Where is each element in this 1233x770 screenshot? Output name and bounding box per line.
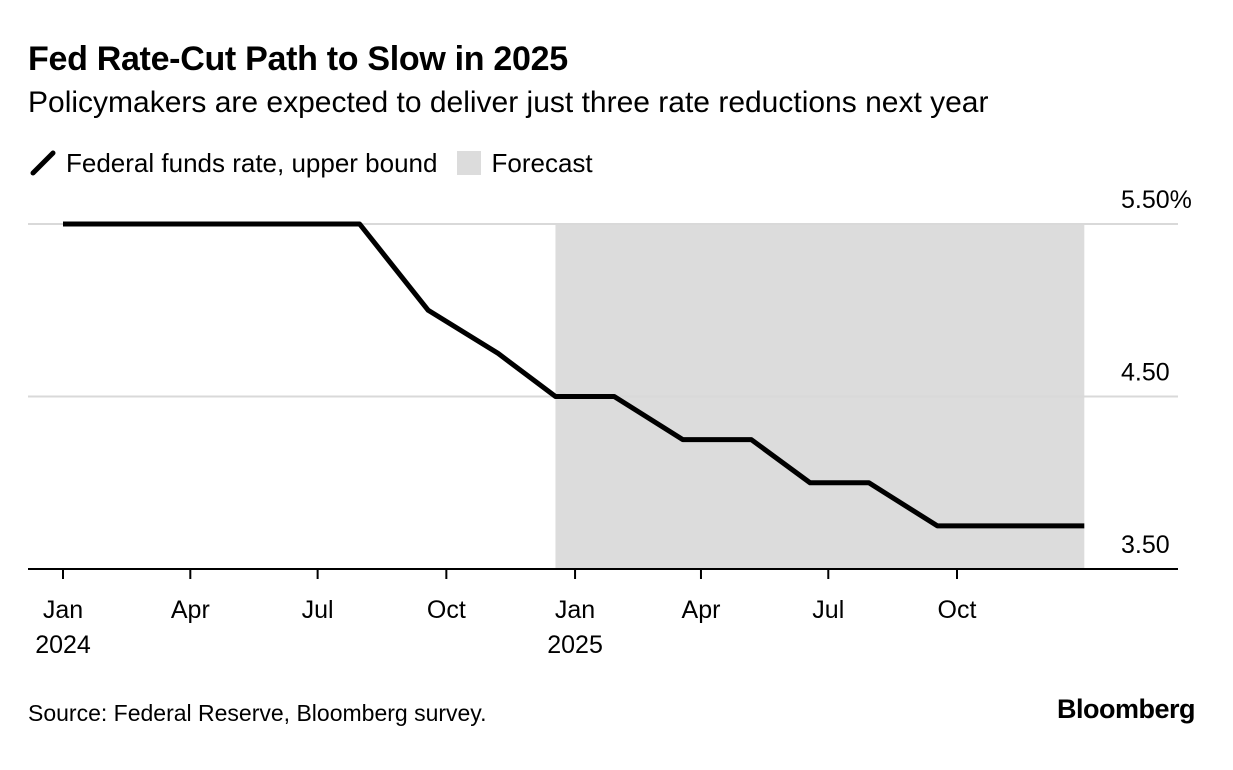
legend-forecast-swatch-icon (457, 151, 482, 175)
legend-label-fed-funds: Federal funds rate, upper bound (66, 147, 438, 178)
y-tick-label-0: 5.50% (1121, 186, 1192, 214)
legend: Federal funds rate, upper bound Forecast (28, 146, 613, 180)
x-tick-label-6: Jul (812, 596, 844, 624)
x-tick-label-0: Jan (43, 596, 83, 624)
x-tick-label-3: Oct (427, 596, 466, 624)
source-note: Source: Federal Reserve, Bloomberg surve… (28, 700, 487, 726)
x-tick-label-4: Jan (555, 596, 595, 624)
x-tick-year-4: 2025 (547, 631, 603, 659)
series-line-0 (63, 221, 1085, 529)
legend-label-forecast: Forecast (491, 147, 593, 178)
chart-title: Fed Rate-Cut Path to Slow in 2025 (28, 40, 568, 78)
legend-item-forecast: Forecast (457, 147, 593, 179)
chart-subtitle: Policymakers are expected to deliver jus… (28, 86, 989, 119)
legend-item-fed-funds: Federal funds rate, upper bound (28, 148, 437, 179)
bloomberg-logo: Bloomberg (1056, 694, 1196, 724)
y-tick-label-2: 3.50 (1121, 531, 1170, 559)
x-tick-label-5: Apr (682, 596, 721, 624)
legend-line-icon (30, 150, 56, 176)
x-tick-label-7: Oct (938, 596, 977, 624)
x-tick-label-2: Jul (302, 596, 334, 624)
x-tick-label-1: Apr (171, 596, 210, 624)
y-tick-label-1: 4.50 (1121, 359, 1170, 387)
x-tick-year-0: 2024 (35, 631, 91, 659)
